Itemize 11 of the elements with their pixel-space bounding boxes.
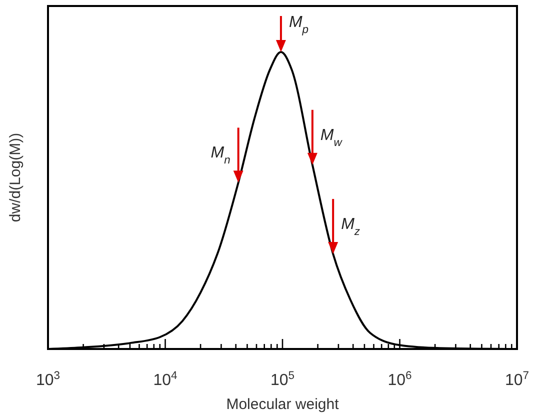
x-tick-label: 10$^{5}$ xyxy=(270,370,295,389)
x-tick-label: 10$^{4}$ xyxy=(153,370,178,389)
annotation: M$_{w}$ xyxy=(320,126,343,149)
annotation: M$_{n}$ xyxy=(210,144,230,167)
y-axis-title: dw/d(Log(M)) xyxy=(7,132,24,222)
x-tick-label: 10$^{3}$ xyxy=(36,370,60,389)
annotation: M$_{z}$ xyxy=(341,216,360,238)
x-tick-label: 10$^{6}$ xyxy=(388,370,412,389)
x-tick-label: 10$^{7}$ xyxy=(504,370,530,389)
x-axis-title: Molecular weight xyxy=(226,396,340,413)
annotation: M$_{p}$ xyxy=(288,14,309,36)
